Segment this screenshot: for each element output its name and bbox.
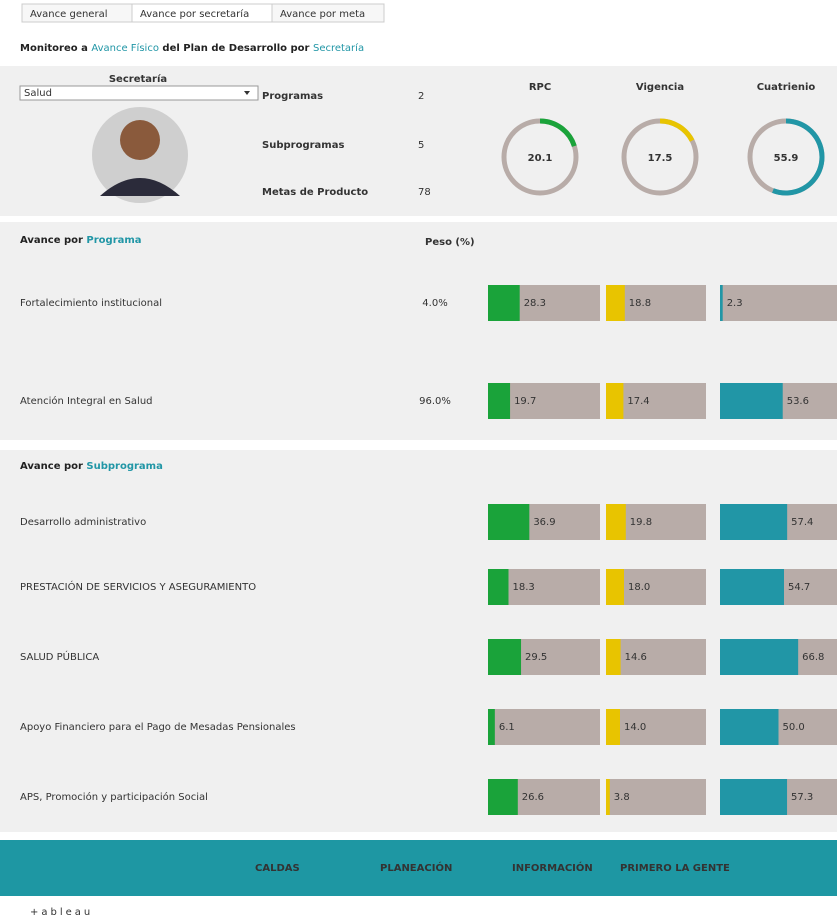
bar-label: 18.8 [629, 298, 651, 309]
profile-face [120, 120, 160, 160]
weight-header: Peso (%) [425, 237, 475, 248]
bar [488, 639, 521, 675]
gauge-value: 55.9 [774, 153, 799, 164]
section-title-part: Programa [86, 235, 141, 246]
dashboard: Avance general Avance por secretaría Avanc… [0, 0, 837, 924]
bar-label: 6.1 [499, 722, 515, 733]
bar [488, 779, 518, 815]
bar [488, 285, 520, 321]
title-part: Avance Físico [91, 42, 159, 54]
gauge-label: Vigencia [636, 82, 684, 93]
section-title-part: Avance por [20, 235, 86, 246]
bar-label: 26.6 [522, 792, 544, 803]
footer-logo: PLANEACIÓN [380, 861, 452, 874]
bar-label: 18.3 [512, 582, 534, 593]
summary-label: Metas de Producto [262, 187, 368, 198]
row-label: Apoyo Financiero para el Pago de Mesadas… [20, 722, 296, 733]
summary-value: 5 [418, 140, 424, 151]
row-weight: 96.0% [419, 396, 451, 407]
bar [606, 383, 623, 419]
bar [488, 569, 508, 605]
bar-label: 14.0 [624, 722, 646, 733]
bar-label: 50.0 [783, 722, 805, 733]
section-title: Avance por Subprograma [20, 461, 163, 472]
bar [606, 709, 620, 745]
bar-label: 3.8 [614, 792, 630, 803]
filter-value[interactable]: Salud [24, 88, 52, 99]
bar-label: 2.3 [727, 298, 743, 309]
summary-value: 2 [418, 91, 424, 102]
summary-label: Programas [262, 91, 323, 102]
row-weight: 4.0% [422, 298, 447, 309]
subprogram-panel [0, 450, 837, 832]
title-part: del Plan de Desarrollo por [159, 43, 313, 54]
row-label: PRESTACIÓN DE SERVICIOS Y ASEGURAMIENTO [20, 580, 256, 593]
row-label: APS, Promoción y participación Social [20, 791, 208, 803]
bar [720, 639, 798, 675]
program-panel [0, 222, 837, 440]
tab-label[interactable]: Avance por secretaría [140, 8, 249, 20]
tab-label[interactable]: Avance por meta [280, 9, 365, 20]
row-label: Atención Integral en Salud [20, 395, 153, 407]
gauge-value: 17.5 [648, 153, 673, 164]
footer-logo: CALDAS [255, 863, 300, 874]
bar-label: 29.5 [525, 652, 547, 663]
bar-label: 14.6 [625, 652, 647, 663]
bar-label: 36.9 [533, 517, 555, 528]
bar [488, 383, 510, 419]
summary-label: Subprogramas [262, 140, 344, 151]
bar-label: 17.4 [627, 396, 649, 407]
bar [606, 779, 610, 815]
gauge-label: RPC [529, 82, 551, 93]
page-title: Monitoreo a Avance Físico del Plan de De… [20, 42, 364, 54]
bar-label: 54.7 [788, 582, 810, 593]
bar-label: 53.6 [787, 396, 809, 407]
bar [720, 709, 779, 745]
bar-track [606, 709, 706, 745]
bar [488, 504, 529, 540]
section-title: Avance por Programa [20, 235, 142, 246]
bar-label: 19.8 [630, 517, 652, 528]
bar [606, 569, 624, 605]
title-part: Monitoreo a [20, 43, 91, 54]
bar-label: 19.7 [514, 396, 536, 407]
filter-label: Secretaría [109, 73, 167, 85]
section-title-part: Avance por [20, 461, 86, 472]
bar [488, 709, 495, 745]
bar-label: 57.3 [791, 792, 813, 803]
row-label: Fortalecimiento institucional [20, 298, 162, 309]
tab-label[interactable]: Avance general [30, 9, 107, 20]
bar-track [606, 639, 706, 675]
bar-label: 66.8 [802, 652, 824, 663]
row-label: Desarrollo administrativo [20, 517, 146, 528]
bar [720, 285, 723, 321]
bar-label: 28.3 [524, 298, 546, 309]
gauge-value: 20.1 [528, 153, 553, 164]
bar [720, 383, 783, 419]
bar [720, 569, 784, 605]
brand: +ableau [30, 907, 93, 918]
gauge-label: Cuatrienio [757, 82, 816, 93]
bar [606, 639, 621, 675]
footer-logo: INFORMACIÓN [512, 861, 593, 874]
section-title-part: Subprograma [86, 461, 162, 472]
bar-label: 18.0 [628, 582, 650, 593]
bar [606, 285, 625, 321]
bar [606, 504, 626, 540]
bar [720, 504, 787, 540]
row-label: SALUD PÚBLICA [20, 650, 99, 663]
footer-logo: PRIMERO LA GENTE [620, 863, 730, 874]
title-part: Secretaría [313, 42, 364, 54]
filter-dropdown[interactable] [20, 86, 258, 100]
bar [720, 779, 787, 815]
bar-label: 57.4 [791, 517, 813, 528]
summary-value: 78 [418, 187, 431, 198]
